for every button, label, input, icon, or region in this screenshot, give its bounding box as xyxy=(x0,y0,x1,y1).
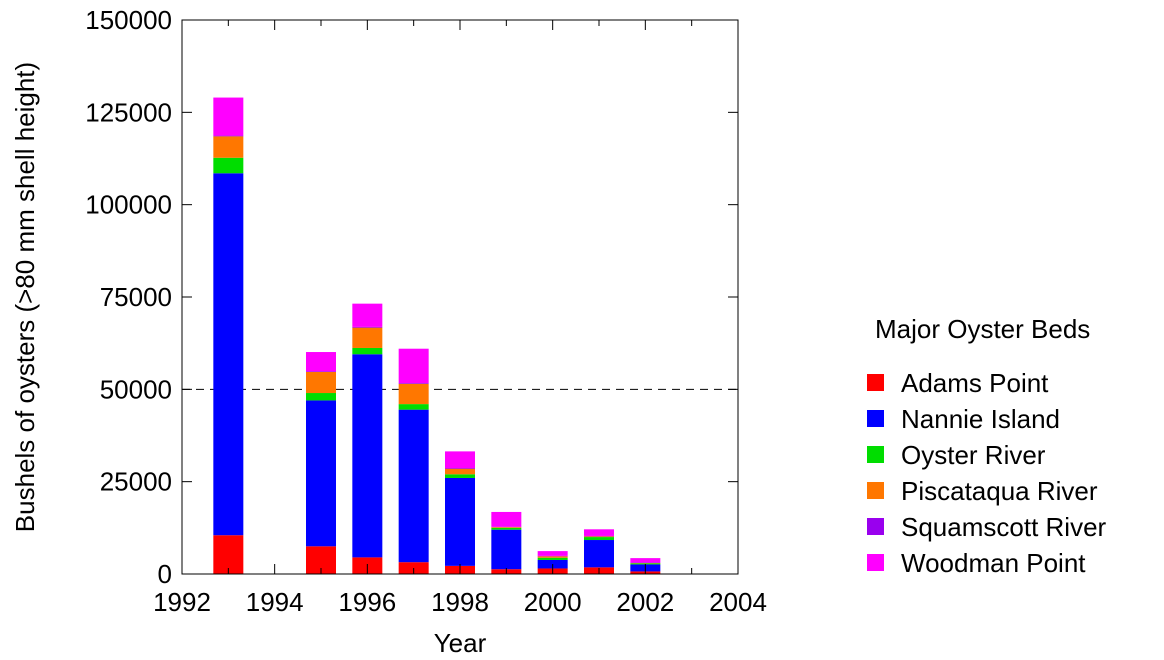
bar-oyster-river-1993 xyxy=(213,157,244,174)
bar-woodman-point-2000 xyxy=(537,551,568,556)
bar-piscataqua-river-2000 xyxy=(537,556,568,558)
bar-piscataqua-river-2001 xyxy=(584,536,614,538)
bar-squamscott-river-1996 xyxy=(352,326,383,328)
legend-label: Oyster River xyxy=(901,440,1046,470)
legend-label: Woodman Point xyxy=(901,548,1086,578)
bar-woodman-point-1996 xyxy=(352,303,383,327)
x-axis-title: Year xyxy=(434,628,487,658)
bar-squamscott-river-1997 xyxy=(398,383,429,384)
bar-nannie-island-1998 xyxy=(445,477,475,566)
bar-piscataqua-river-1995 xyxy=(306,371,336,394)
x-tick-label: 1996 xyxy=(338,587,396,617)
legend-label: Nannie Island xyxy=(901,404,1060,434)
bars-layer xyxy=(213,97,661,574)
bar-nannie-island-1993 xyxy=(213,173,244,536)
bar-oyster-river-1997 xyxy=(398,404,429,410)
bar-adams-point-1993 xyxy=(213,535,244,574)
bar-nannie-island-1995 xyxy=(306,400,336,547)
y-tick-label: 0 xyxy=(158,559,172,589)
legend-label: Adams Point xyxy=(901,368,1049,398)
bar-piscataqua-river-1998 xyxy=(445,468,475,475)
legend-swatch xyxy=(867,482,884,499)
bar-woodman-point-2001 xyxy=(584,529,614,536)
y-tick-label: 50000 xyxy=(100,374,172,404)
bar-piscataqua-river-1996 xyxy=(352,327,383,348)
bar-oyster-river-2002 xyxy=(630,563,661,565)
bar-nannie-island-1996 xyxy=(352,354,383,558)
bar-nannie-island-2001 xyxy=(584,540,614,568)
bar-woodman-point-1995 xyxy=(306,352,336,372)
x-tick-label: 1994 xyxy=(246,587,304,617)
legend-label: Piscataqua River xyxy=(901,476,1098,506)
bar-woodman-point-2002 xyxy=(630,558,661,563)
legend-swatch xyxy=(867,374,884,391)
y-tick-label: 25000 xyxy=(100,467,172,497)
legend: Major Oyster Beds Adams Point Nannie Isla… xyxy=(867,314,1107,578)
y-tick-label: 150000 xyxy=(85,5,172,35)
bar-piscataqua-river-1999 xyxy=(491,527,522,528)
bar-squamscott-river-1998 xyxy=(445,468,475,469)
bar-piscataqua-river-1993 xyxy=(213,136,244,158)
legend-swatch xyxy=(867,518,884,535)
legend-title: Major Oyster Beds xyxy=(875,314,1090,344)
bar-nannie-island-1997 xyxy=(398,409,429,563)
legend-label: Squamscott River xyxy=(901,512,1107,542)
y-tick-label: 75000 xyxy=(100,282,172,312)
bar-woodman-point-1999 xyxy=(491,511,522,527)
legend-swatch xyxy=(867,554,884,571)
x-tick-label: 1992 xyxy=(153,587,211,617)
bar-oyster-river-1998 xyxy=(445,474,475,478)
x-tick-label: 2002 xyxy=(616,587,674,617)
legend-swatch xyxy=(867,410,884,427)
bar-oyster-river-2000 xyxy=(537,557,568,560)
x-tick-label: 2000 xyxy=(524,587,582,617)
x-axis: 1992 1994 1996 1998 2000 2002 2004 xyxy=(153,20,767,617)
legend-items: Adams Point Nannie Island Oyster River Pisc… xyxy=(867,368,1107,578)
bar-squamscott-river-1995 xyxy=(306,371,336,372)
x-tick-label: 2004 xyxy=(709,587,767,617)
bar-oyster-river-2001 xyxy=(584,537,614,541)
y-axis: 0 25000 50000 75000 100000 125000 150000 xyxy=(85,5,738,589)
bar-nannie-island-1999 xyxy=(491,529,522,570)
bar-oyster-river-1999 xyxy=(491,527,522,530)
bar-woodman-point-1993 xyxy=(213,97,244,136)
bar-piscataqua-river-1997 xyxy=(398,383,429,405)
y-tick-label: 100000 xyxy=(85,190,172,220)
bar-squamscott-river-1993 xyxy=(213,135,244,137)
y-axis-title: Bushels of oysters (>80 mm shell height) xyxy=(10,62,40,532)
bar-oyster-river-1995 xyxy=(306,393,336,401)
bar-oyster-river-1996 xyxy=(352,347,383,355)
legend-swatch xyxy=(867,446,884,463)
y-tick-label: 125000 xyxy=(85,97,172,127)
bar-woodman-point-1997 xyxy=(398,348,429,384)
bar-woodman-point-1998 xyxy=(445,451,475,469)
x-tick-label: 1998 xyxy=(431,587,489,617)
